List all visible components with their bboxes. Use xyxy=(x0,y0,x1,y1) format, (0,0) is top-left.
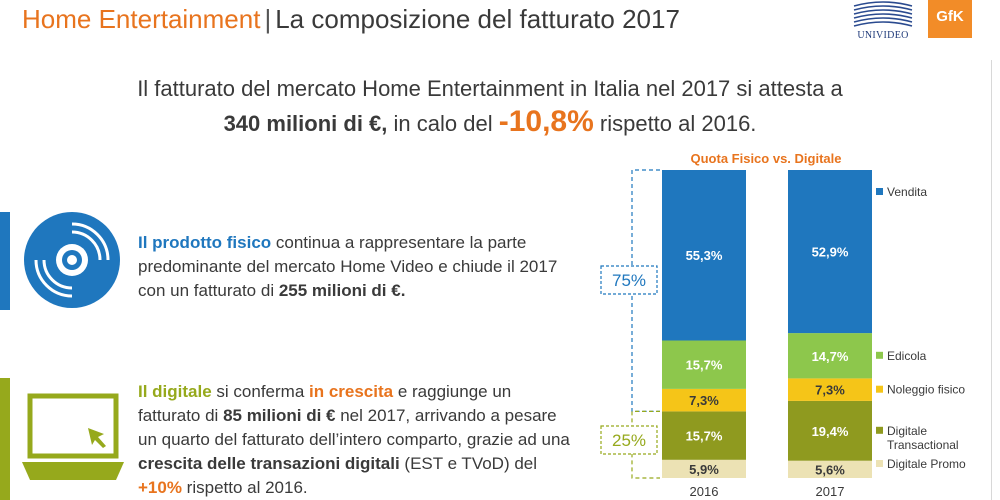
bracket-line xyxy=(631,410,660,479)
data-label: 7,3% xyxy=(815,383,845,398)
data-label: 7,3% xyxy=(689,393,719,408)
chart-title: Quota Fisico vs. Digitale xyxy=(691,151,842,166)
legend-group: Vendita Edicola Noleggio fisico DigitaleTra… xyxy=(876,185,966,471)
headline: Il fatturato del mercato Home Entertainm… xyxy=(40,72,940,140)
x-tick-label: 2016 xyxy=(690,484,719,499)
gfk-logo: GfK xyxy=(928,0,972,38)
headline-line1: Il fatturato del mercato Home Entertainm… xyxy=(137,76,843,101)
bar-segment-noleggio-fisico-2016 xyxy=(662,388,746,412)
univideo-logo: UNIVIDEO xyxy=(848,0,918,42)
legend-label-cont: Transactional xyxy=(887,438,959,452)
data-label: 15,7% xyxy=(686,358,723,373)
bracket-label: 25% xyxy=(612,431,646,450)
legend-label: Vendita xyxy=(887,185,927,199)
fisico-keyword: Il prodotto fisico xyxy=(138,233,272,252)
legend-label: Noleggio fisico xyxy=(887,383,965,397)
bar-segment-noleggio-fisico-2017 xyxy=(788,378,872,401)
headline-line2: 340 milioni di €, in calo del -10,8% ris… xyxy=(40,105,940,140)
data-label: 14,7% xyxy=(812,349,849,364)
legend-swatch xyxy=(876,188,883,195)
legend-swatch xyxy=(876,460,883,467)
brackets-group: 75% 25% xyxy=(600,169,660,479)
legend-swatch xyxy=(876,385,883,393)
digitale-pct: +10% xyxy=(138,478,182,497)
digitale-text5: rispetto al 2016. xyxy=(181,478,308,497)
bar-segment-digitale-promo-2017 xyxy=(788,460,872,478)
digitale-keyword: Il digitale xyxy=(138,382,212,401)
digitale-text2: e raggiunge un fatturato di xyxy=(138,382,512,425)
page-title: Home Entertainment | La composizione del f… xyxy=(22,4,680,35)
headline-change: -10,8% xyxy=(498,105,594,138)
data-label: 15,7% xyxy=(686,429,723,444)
fisico-text: continua a rappresentare la parte predom… xyxy=(138,233,558,300)
bar-segment-digitale-transactional-2016 xyxy=(662,411,746,460)
digitale-text3: nel 2017, arrivando a pesare un quarto d… xyxy=(138,406,570,449)
bracket-box xyxy=(600,425,658,455)
bar-segment-vendita-2017 xyxy=(788,170,872,334)
title-separator: | xyxy=(264,4,272,34)
bars-group: 5,9% 15,7% 7,3% 15,7% 55,3% 2016 5,6% 19,4% 7,3%… xyxy=(662,170,872,499)
laptop-icon xyxy=(22,388,132,488)
digitale-bold-phrase: crescita delle transazioni digitali xyxy=(138,454,400,473)
title-part2: La composizione del fatturato 2017 xyxy=(275,4,680,34)
bar-segment-edicola-2016 xyxy=(662,340,746,389)
fisico-accent-bar xyxy=(0,212,10,310)
disc-icon xyxy=(22,210,122,310)
digitale-growth-word: in crescita xyxy=(309,382,394,401)
digitale-amount: 85 milioni di € xyxy=(223,406,336,425)
legend-swatch xyxy=(876,426,883,434)
title-part1: Home Entertainment xyxy=(22,4,261,34)
data-label: 5,9% xyxy=(689,462,719,477)
bar-segment-digitale-transactional-2017 xyxy=(788,400,872,461)
headline-amount: 340 milioni di €, xyxy=(223,111,388,136)
bracket-label: 75% xyxy=(612,271,646,290)
right-divider xyxy=(991,60,992,500)
legend-label: Digitale Promo xyxy=(887,457,966,471)
data-label: 55,3% xyxy=(686,248,723,263)
headline-middle: in calo del xyxy=(387,111,499,136)
univideo-wave-icon xyxy=(853,1,913,27)
digitale-text1: si conferma xyxy=(211,382,309,401)
digitale-accent-bar xyxy=(0,378,10,500)
univideo-wordmark: UNIVIDEO xyxy=(857,30,909,41)
bar-segment-digitale-promo-2016 xyxy=(662,459,746,478)
fisico-amount: 255 milioni di €. xyxy=(278,281,406,300)
headline-end: rispetto al 2016. xyxy=(593,111,757,136)
data-label: 19,4% xyxy=(812,424,849,439)
fisico-paragraph: Il prodotto fisico continua a rappresent… xyxy=(138,231,588,303)
legend-label: Edicola xyxy=(887,349,927,363)
bar-segment-edicola-2017 xyxy=(788,333,872,379)
bracket-box xyxy=(600,265,658,295)
legend-swatch xyxy=(876,351,883,359)
digitale-paragraph: Il digitale si conferma in crescita e ra… xyxy=(138,380,578,500)
bar-segment-vendita-2016 xyxy=(662,170,746,341)
x-tick-label: 2017 xyxy=(816,484,845,499)
data-label: 52,9% xyxy=(812,245,849,260)
digitale-text4: (EST e TVoD) del xyxy=(399,454,538,473)
legend-label: Digitale xyxy=(887,424,927,438)
data-label: 5,6% xyxy=(815,462,845,477)
